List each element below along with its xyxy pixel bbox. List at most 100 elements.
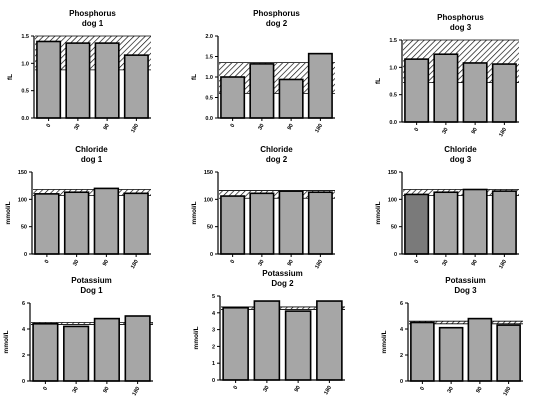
y-tick-label: 1.5 (205, 55, 213, 61)
y-tick-label: 2 (22, 353, 25, 359)
y-tick-label: 1.0 (389, 65, 397, 71)
y-axis-label: fL (375, 78, 382, 84)
bar-90 (278, 190, 304, 255)
reference-range-band (33, 189, 151, 196)
y-tick-label: 1.0 (21, 61, 29, 67)
bar-90 (462, 62, 488, 123)
panel-title-line2: dog 1 (81, 155, 103, 164)
bar-30 (65, 42, 91, 119)
x-tick-label: 90 (475, 386, 483, 394)
panel-title-line2: Dog 1 (80, 286, 103, 295)
bar-30 (249, 63, 275, 119)
y-tick-label: 150 (18, 170, 27, 176)
x-tick-label: 180 (314, 259, 324, 270)
x-tick-label: 0 (230, 123, 237, 129)
bar-90 (94, 42, 120, 119)
bar-0 (404, 58, 430, 123)
bar-30 (253, 300, 281, 381)
y-axis-label: mmol/L (381, 330, 388, 353)
bar-180 (124, 315, 151, 382)
y-tick-label: 1.5 (21, 34, 29, 40)
x-tick-label: 180 (498, 127, 508, 138)
y-tick-label: 6 (22, 301, 25, 307)
x-tick-label: 30 (72, 259, 80, 267)
y-tick-label: 3 (212, 328, 215, 334)
bar-30 (438, 326, 464, 382)
x-tick-label: 30 (441, 127, 449, 135)
y-tick-label: 150 (204, 170, 213, 176)
y-tick-label: 50 (391, 225, 397, 231)
bar-180 (496, 324, 521, 382)
x-tick-label: 30 (73, 123, 81, 131)
y-tick-label: 100 (204, 197, 213, 203)
y-tick-label: 0.5 (21, 89, 29, 95)
x-tick-label: 0 (419, 386, 426, 392)
x-tick-label: 90 (287, 123, 295, 131)
reference-range-band (403, 189, 519, 196)
bar-0 (222, 306, 249, 381)
y-axis-label: fL (7, 74, 14, 80)
bar-90 (278, 78, 304, 119)
panel-title-line2: dog 1 (82, 19, 104, 28)
y-axis-label: mmol/L (191, 201, 198, 224)
x-tick-label: 180 (132, 386, 142, 397)
y-tick-label: 50 (207, 225, 213, 231)
y-tick-label: 100 (18, 197, 27, 203)
bar-180 (307, 191, 333, 255)
panel-title-line2: dog 2 (266, 155, 288, 164)
x-tick-label: 0 (230, 259, 237, 265)
bar-180 (491, 63, 517, 123)
reference-range-band (219, 190, 335, 199)
bar-90 (284, 310, 312, 381)
bar-90 (467, 317, 493, 382)
y-tick-label: 1.5 (389, 38, 397, 44)
x-tick-label: 90 (103, 123, 111, 131)
bar-90 (93, 317, 120, 382)
bar-0 (32, 322, 59, 382)
x-tick-label: 180 (503, 386, 513, 397)
y-tick-label: 0.0 (389, 120, 397, 126)
y-tick-label: 2 (212, 344, 215, 350)
x-tick-label: 30 (72, 386, 80, 394)
x-tick-label: 0 (414, 127, 421, 133)
y-axis-label: fL (191, 74, 198, 80)
x-tick-label: 180 (314, 123, 324, 134)
y-tick-label: 0.5 (389, 93, 397, 99)
panel-title-line1: Chloride (444, 145, 477, 154)
bar-0 (34, 193, 60, 255)
x-tick-label: 90 (287, 259, 295, 267)
reference-range-band (221, 306, 345, 310)
panel-title-line2: Dog 3 (454, 286, 477, 295)
y-tick-label: 1.0 (205, 75, 213, 81)
x-tick-label: 90 (471, 259, 479, 267)
bar-180 (316, 300, 343, 381)
y-tick-label: 0 (394, 252, 397, 258)
x-tick-label: 30 (447, 386, 455, 394)
bar-0 (36, 40, 62, 119)
bar-30 (433, 53, 459, 123)
panel-title-line1: Chloride (260, 145, 293, 154)
bar-180 (123, 54, 149, 119)
y-tick-label: 0 (22, 379, 25, 385)
x-tick-label: 180 (130, 259, 140, 270)
panel-title-line1: Phosphorus (437, 13, 484, 22)
x-tick-label: 0 (42, 386, 49, 392)
reference-range-band (409, 321, 523, 324)
bar-180 (123, 192, 149, 255)
y-tick-label: 2 (400, 353, 403, 359)
panel-title-line1: Potassium (445, 276, 485, 285)
x-tick-label: 90 (471, 127, 479, 135)
y-axis-label: mmol/L (5, 201, 12, 224)
bar-180 (491, 190, 517, 255)
bar-30 (63, 325, 90, 382)
y-axis-label: mmol/L (375, 201, 382, 224)
panel-title-line1: Potassium (71, 276, 111, 285)
y-tick-label: 6 (400, 301, 403, 307)
x-tick-label: 0 (44, 259, 51, 265)
x-tick-label: 90 (294, 385, 302, 393)
y-tick-label: 4 (400, 327, 404, 333)
y-tick-label: 100 (388, 197, 397, 203)
y-tick-label: 0.5 (205, 96, 213, 102)
y-tick-label: 0 (210, 252, 213, 258)
